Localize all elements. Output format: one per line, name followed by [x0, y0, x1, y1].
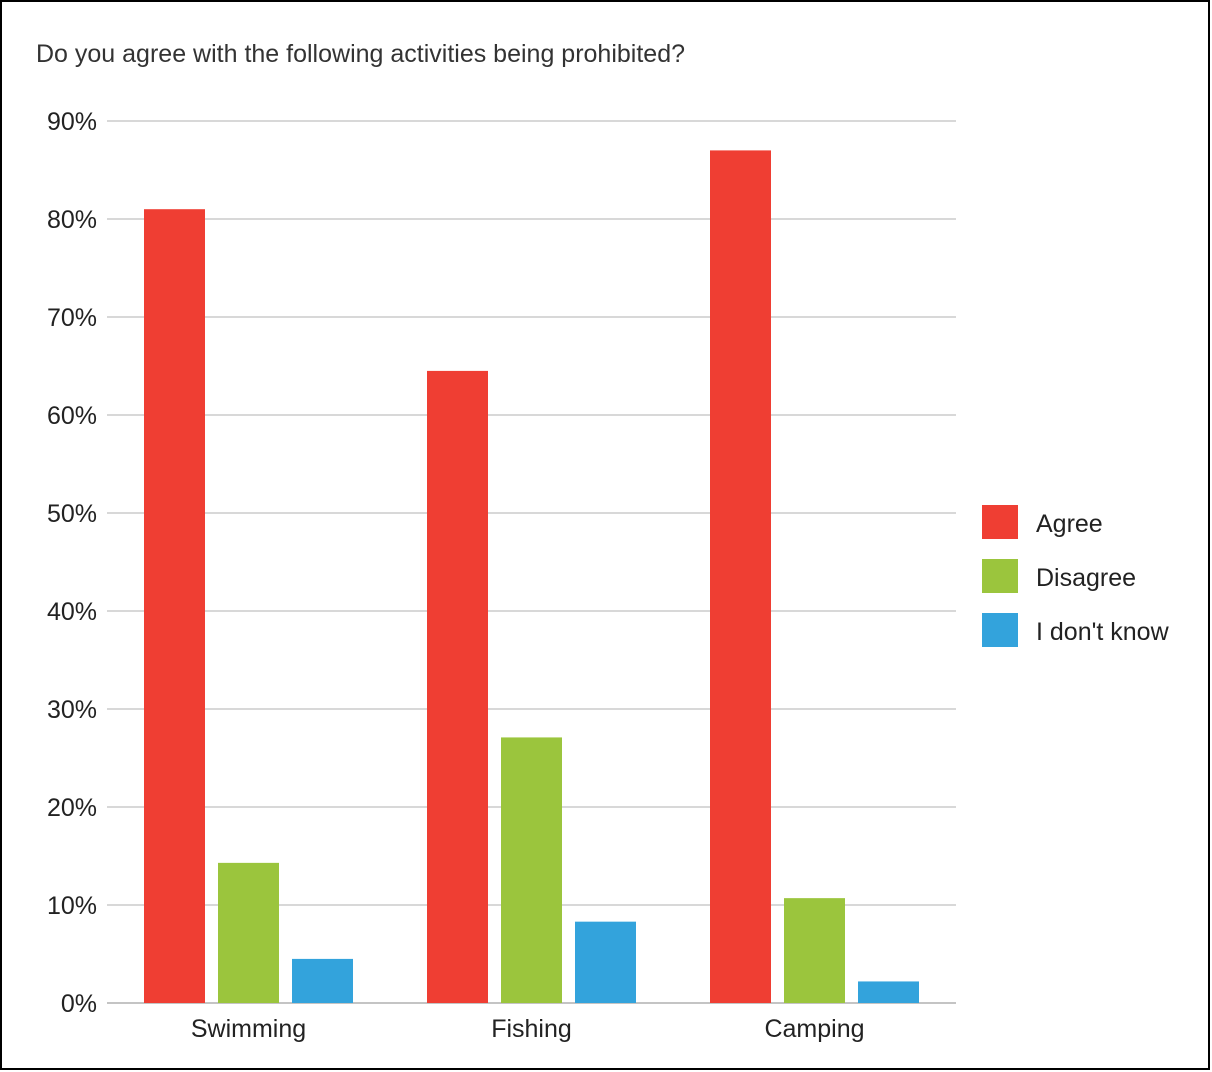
legend-label: Disagree	[1036, 564, 1136, 592]
y-axis-ticks: 0% 10% 20% 30% 40% 50% 60% 70% 80% 90%	[47, 108, 97, 1018]
y-tick-label: 70%	[47, 304, 97, 332]
chart-title: Do you agree with the following activiti…	[36, 40, 685, 68]
y-tick-label: 80%	[47, 206, 97, 234]
x-tick-label: Swimming	[191, 1015, 306, 1043]
legend-label: Agree	[1036, 510, 1103, 538]
bar-fishing-agree	[427, 370, 488, 1003]
bars	[144, 150, 919, 1003]
y-tick-label: 20%	[47, 794, 97, 822]
y-tick-label: 40%	[47, 598, 97, 626]
bar-fishing-i-don-t-know	[575, 921, 636, 1003]
x-tick-label: Camping	[764, 1015, 864, 1043]
y-tick-label: 10%	[47, 892, 97, 920]
legend-swatch	[982, 505, 1018, 539]
bar-swimming-i-don-t-know	[292, 958, 353, 1003]
bar-fishing-disagree	[501, 737, 562, 1003]
y-tick-label: 50%	[47, 500, 97, 528]
x-axis-ticks: Swimming Fishing Camping	[191, 1015, 865, 1043]
x-tick-label: Fishing	[491, 1015, 572, 1043]
y-tick-label: 0%	[61, 990, 97, 1018]
legend-label: I don't know	[1036, 618, 1170, 646]
legend-swatch	[982, 559, 1018, 593]
bar-camping-i-don-t-know	[858, 981, 919, 1003]
y-tick-label: 60%	[47, 402, 97, 430]
bar-swimming-disagree	[218, 862, 279, 1003]
y-tick-label: 90%	[47, 108, 97, 136]
y-tick-label: 30%	[47, 696, 97, 724]
bar-swimming-agree	[144, 209, 205, 1003]
legend-swatch	[982, 613, 1018, 647]
legend: Agree Disagree I don't know	[982, 505, 1170, 647]
bar-camping-agree	[710, 150, 771, 1003]
bar-camping-disagree	[784, 898, 845, 1003]
